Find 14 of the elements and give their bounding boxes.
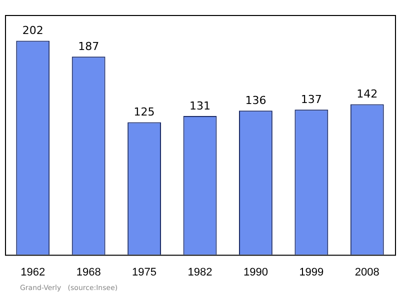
data-label: 187 [78,40,100,53]
x-tick-label: 1962 [20,266,46,278]
x-tick-label: 1975 [132,266,157,278]
data-label: 136 [245,94,266,108]
data-label: 131 [190,99,210,112]
x-tick-label: 1968 [76,266,101,278]
x-tick-label: 1999 [299,266,324,278]
x-tick-label: 2008 [354,266,380,278]
data-label: 202 [22,24,44,38]
data-label: 142 [356,88,378,101]
x-tick-label: 1982 [188,266,212,278]
data-label: 125 [134,106,155,119]
x-tick-label: 1990 [243,266,268,278]
data-label: 137 [300,92,322,106]
